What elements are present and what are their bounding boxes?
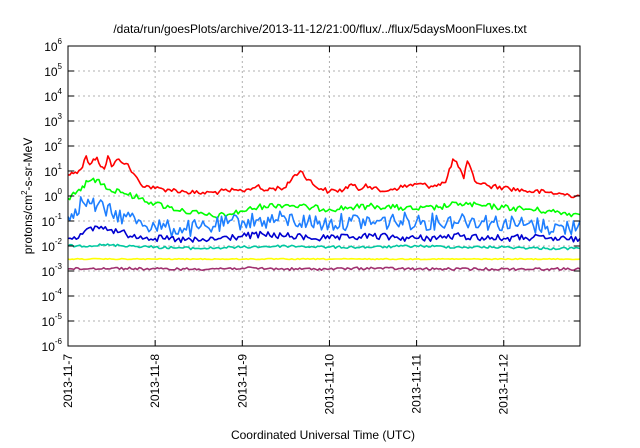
- x-tick-label: 2013-11-12: [497, 354, 511, 415]
- grid: [68, 46, 580, 346]
- y-tick-label: 10-6: [42, 337, 63, 354]
- y-tick-exponent: -1: [55, 212, 63, 221]
- x-tick-label: 2013-11-8: [148, 354, 162, 408]
- y-tick-exponent: 1: [58, 162, 63, 171]
- y-tick-exponent: -3: [55, 262, 63, 271]
- series-line: [67, 177, 581, 220]
- y-tick-exponent: 4: [58, 87, 63, 96]
- x-tick-label: 2013-11-9: [235, 354, 249, 408]
- y-tick-label: 106: [44, 37, 62, 54]
- y-tick-label: 102: [44, 137, 62, 154]
- x-tick-label: 2013-11-7: [61, 354, 75, 408]
- y-tick-exponent: -5: [55, 312, 63, 321]
- y-tick-label: 10-5: [42, 312, 63, 329]
- y-tick-label: 105: [44, 62, 62, 79]
- y-tick-label: 10-1: [42, 212, 63, 229]
- series-line: [67, 243, 581, 251]
- y-axis-label: protons/cm2-s-sr-MeV: [20, 137, 35, 255]
- y-tick-exponent: 0: [58, 187, 63, 196]
- y-tick-label: 10-3: [42, 262, 63, 279]
- y-tick-label: 101: [44, 162, 62, 179]
- series-line: [67, 257, 581, 261]
- y-tick-exponent: -2: [55, 237, 63, 246]
- y-tick-label: 103: [44, 112, 62, 129]
- y-tick-label: 10-2: [42, 237, 63, 254]
- y-tick-label: 100: [44, 187, 62, 204]
- series-line: [67, 225, 581, 244]
- series-lines: [67, 155, 581, 272]
- y-tick-exponent: 3: [58, 112, 63, 121]
- x-axis-label: Coordinated Universal Time (UTC): [230, 428, 416, 442]
- y-tick-label: 10-4: [42, 287, 63, 304]
- y-tick-exponent: 2: [58, 137, 63, 146]
- chart-title: /data/run/goesPlots/archive/2013-11-12/2…: [113, 22, 527, 36]
- series-line: [67, 266, 581, 272]
- y-tick-exponent: -4: [55, 287, 63, 296]
- y-tick-label: 104: [44, 87, 62, 104]
- y-tick-exponent: -6: [55, 337, 63, 346]
- x-tick-label: 2013-11-10: [322, 354, 336, 415]
- series-line: [67, 196, 581, 238]
- y-tick-exponent: 6: [58, 37, 63, 46]
- x-axis: 2013-11-7 2013-11-8 2013-11-9 2013-11-10 201…: [61, 46, 511, 415]
- y-tick-exponent: 5: [58, 62, 63, 71]
- series-line: [67, 155, 581, 199]
- x-tick-label: 2013-11-11: [410, 354, 424, 414]
